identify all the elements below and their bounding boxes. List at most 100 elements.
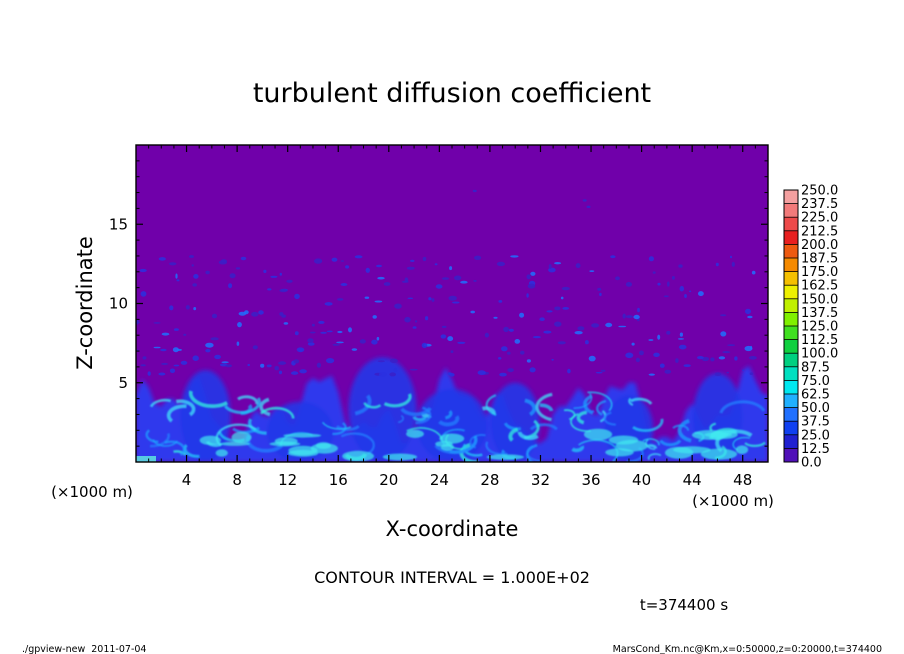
eddy-blob (731, 261, 735, 267)
eddy-blob (140, 291, 147, 297)
eddy-blob (452, 301, 460, 304)
eddy-blob (422, 256, 427, 262)
surface-streak (269, 441, 301, 447)
colorbar-label: 125.0 (801, 320, 838, 335)
eddy-blob (307, 342, 315, 346)
colorbar-label: 12.5 (801, 442, 830, 457)
eddy-blob (520, 350, 525, 355)
eddy-blob (635, 357, 641, 363)
colorbar-swatch (784, 190, 798, 205)
y-axis-units: (×1000 m) (51, 483, 133, 501)
eddy-blob (726, 371, 730, 374)
swirl-stroke (397, 414, 404, 424)
eddy-blob (307, 338, 314, 343)
eddy-blob (499, 372, 507, 377)
swirl-stroke (570, 413, 591, 432)
eddy-blob (454, 275, 462, 281)
y-tick-label: 10 (109, 295, 128, 313)
eddy-blob (714, 372, 722, 377)
eddy-blob (742, 369, 745, 372)
time-label: t=374400 s (640, 596, 728, 614)
eddy-blob (169, 305, 174, 311)
eddy-blob (158, 372, 166, 376)
eddy-blob (477, 370, 486, 376)
eddy-blob (266, 364, 272, 368)
eddy-blob (473, 279, 477, 282)
eddy-blob (698, 291, 704, 297)
swirl-stroke (232, 426, 261, 434)
eddy-blob (663, 295, 669, 298)
surface-streak (583, 428, 613, 441)
surface-streak (700, 448, 738, 460)
eddy-blob (493, 316, 498, 319)
eddy-blob (228, 283, 233, 289)
colorbar-swatch (784, 421, 798, 436)
eddy-blob (394, 303, 402, 309)
x-tick-label: 36 (581, 471, 600, 489)
scattered-eddies (136, 189, 757, 462)
eddy-blob (244, 310, 249, 315)
eddy-blob (666, 330, 671, 335)
eddy-blob (474, 255, 482, 260)
eddy-blob (326, 358, 335, 364)
eddy-blob (407, 297, 414, 300)
eddy-blob (383, 282, 391, 286)
x-axis-units: (×1000 m) (692, 492, 774, 510)
eddy-blob (153, 322, 161, 324)
eddy-blob (591, 323, 600, 328)
eddy-blob (169, 368, 176, 374)
eddy-blob (677, 338, 685, 340)
x-tick-label: 8 (232, 471, 242, 489)
eddy-blob (176, 279, 180, 282)
eddy-blob (192, 283, 197, 287)
eddy-blob (294, 293, 300, 300)
colorbar-swatch (784, 217, 798, 232)
eddy-blob (605, 322, 613, 328)
eddy-blob (657, 334, 661, 340)
eddy-blob (235, 267, 241, 270)
surface-streak (406, 429, 424, 438)
eddy-blob (172, 347, 179, 353)
colorbar-swatch (784, 326, 798, 341)
colorbar-label: 212.5 (801, 224, 838, 239)
swirl-stroke (571, 445, 585, 453)
eddy-blob (727, 344, 736, 346)
eddy-blob (648, 339, 654, 341)
swirl-stroke (632, 418, 664, 432)
eddy-blob (449, 266, 453, 271)
eddy-blob (529, 367, 536, 373)
plume (692, 373, 743, 462)
swirl-stroke (237, 395, 259, 405)
eddy-blob (260, 363, 265, 368)
eddy-blob (236, 341, 240, 346)
eddy-blob (747, 315, 753, 319)
colorbar-swatch (784, 298, 798, 313)
eddy-blob (409, 368, 418, 371)
y-tick-label: 15 (109, 215, 128, 233)
eddy-blob (648, 256, 655, 262)
eddy-blob (247, 363, 250, 367)
eddy-blob (225, 364, 232, 368)
eddy-blob (510, 255, 519, 258)
surface-streak (219, 441, 250, 446)
colorbar-label: 87.5 (801, 360, 830, 375)
eddy-blob (554, 306, 561, 311)
eddy-blob (211, 313, 218, 319)
eddy-blob (557, 341, 566, 345)
eddy-blob (136, 321, 140, 324)
eddy-blob (425, 316, 429, 321)
eddy-blob (678, 344, 687, 350)
eddy-blob (372, 315, 377, 319)
swirl-stroke (175, 399, 196, 417)
eddy-blob (599, 292, 602, 297)
chart-title: turbulent diffusion coefficient (253, 78, 651, 109)
eddy-blob (734, 356, 738, 361)
swirl-stroke (732, 436, 751, 451)
colorbar-label: 225.0 (801, 211, 838, 226)
eddy-blob (378, 372, 387, 377)
eddy-blob (659, 363, 665, 368)
colorbar-swatch (784, 380, 798, 395)
colorbar-swatch (784, 434, 798, 449)
colorbar-swatch (784, 339, 798, 354)
